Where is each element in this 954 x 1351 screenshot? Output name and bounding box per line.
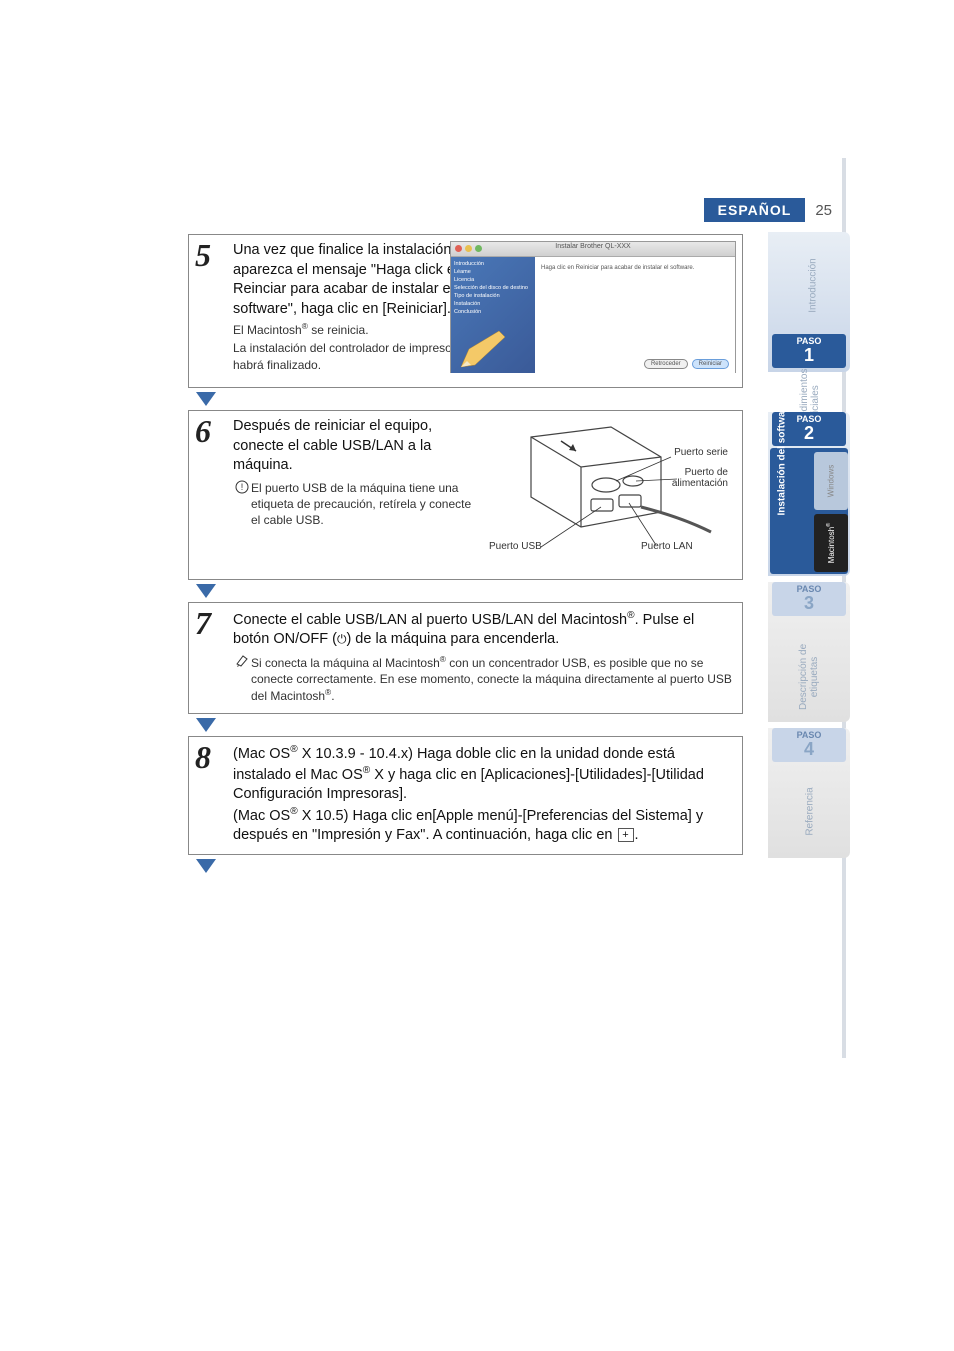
tab-referencia: PASO 4 Referencia: [768, 728, 850, 858]
arrow-down-icon: [196, 584, 743, 598]
subtab-label: Macintosh®: [826, 523, 836, 564]
label-usb-port: Puerto USB: [489, 541, 542, 552]
installer-restart-button: Reiniciar: [692, 359, 729, 369]
installer-screenshot: Instalar Brother QL-XXX Introducción Léa…: [450, 241, 736, 373]
arrow-down-icon: [196, 718, 743, 732]
pencil-icon: [459, 329, 509, 369]
label-serial-port: Puerto serie: [674, 447, 728, 458]
step-number: 7: [189, 603, 233, 713]
step-8-text: (Mac OS® X 10.3.9 - 10.4.x) Haga doble c…: [233, 743, 734, 846]
installer-side-item: Instalación: [454, 301, 532, 307]
step-number: 5: [189, 235, 233, 387]
step-5-sub1: El Macintosh® se reinicia.: [233, 323, 369, 337]
svg-text:!: !: [241, 482, 244, 492]
step-5: 5 Una vez que finalice la instalación y …: [188, 234, 743, 388]
installer-side-item: Conclusión: [454, 309, 532, 315]
step-8: 8 (Mac OS® X 10.3.9 - 10.4.x) Haga doble…: [188, 736, 743, 855]
label-lan-port: Puerto LAN: [641, 541, 693, 552]
installer-side-item: Tipo de instalación: [454, 293, 532, 299]
tab-label: Descripción deetiquetas: [798, 644, 820, 710]
step-6-text: Después de reiniciar el equipo, conecte …: [233, 417, 463, 476]
step-6: 6 Después de reiniciar el equipo, conect…: [188, 410, 743, 580]
subtab-label: Windows: [827, 465, 836, 497]
page-number: 25: [805, 202, 842, 219]
installer-side-item: Introducción: [454, 261, 532, 267]
label-power-port: Puerto dealimentación: [672, 467, 728, 489]
installer-side-item: Léame: [454, 269, 532, 275]
printer-diagram: Puerto serie Puerto dealimentación Puert…: [461, 417, 736, 542]
caution-icon: !: [233, 480, 251, 499]
plus-button-icon: +: [618, 828, 634, 842]
step-number: 8: [189, 737, 233, 854]
installer-sidebar: Introducción Léame Licencia Selección de…: [451, 257, 535, 373]
tab-label: Instalación del software: [777, 402, 788, 515]
note-icon: [233, 654, 251, 673]
tab-label: Introducción: [808, 258, 819, 312]
installer-back-button: Retroceder: [644, 359, 688, 369]
paso-number: 4: [772, 740, 846, 758]
step-number: 6: [189, 411, 233, 579]
installer-side-item: Selección del disco de destino: [454, 285, 532, 291]
subtab-windows: Windows: [814, 452, 848, 510]
main-content: 5 Una vez que finalice la instalación y …: [188, 234, 743, 877]
section-tabs: Introducción PASO 1 Procedimientosinicia…: [768, 232, 850, 864]
step-5-text: Una vez que finalice la instalación y ap…: [233, 241, 483, 319]
tab-instalacion: PASO 2 Instalación del software Windows …: [768, 412, 850, 576]
page-header: ESPAÑOL 25: [704, 198, 842, 222]
arrow-down-icon: [196, 392, 743, 406]
installer-message: Haga clic en Reiniciar para acabar de in…: [541, 265, 729, 271]
language-label: ESPAÑOL: [704, 198, 806, 222]
installer-title: Instalar Brother QL-XXX: [451, 243, 735, 250]
step-7: 7 Conecte el cable USB/LAN al puerto USB…: [188, 602, 743, 714]
subtab-macintosh: Macintosh®: [814, 514, 848, 572]
tab-label: Referencia: [805, 787, 816, 835]
paso-number: 3: [772, 594, 846, 612]
tab-descripcion: PASO 3 Descripción deetiquetas: [768, 582, 850, 722]
step-7-note: Si conecta la máquina al Macintosh® con …: [251, 654, 734, 705]
arrow-down-icon: [196, 859, 743, 873]
step-7-text: Conecte el cable USB/LAN al puerto USB/L…: [233, 609, 734, 650]
installer-side-item: Licencia: [454, 277, 532, 283]
step-6-note: El puerto USB de la máquina tiene una et…: [251, 480, 473, 529]
